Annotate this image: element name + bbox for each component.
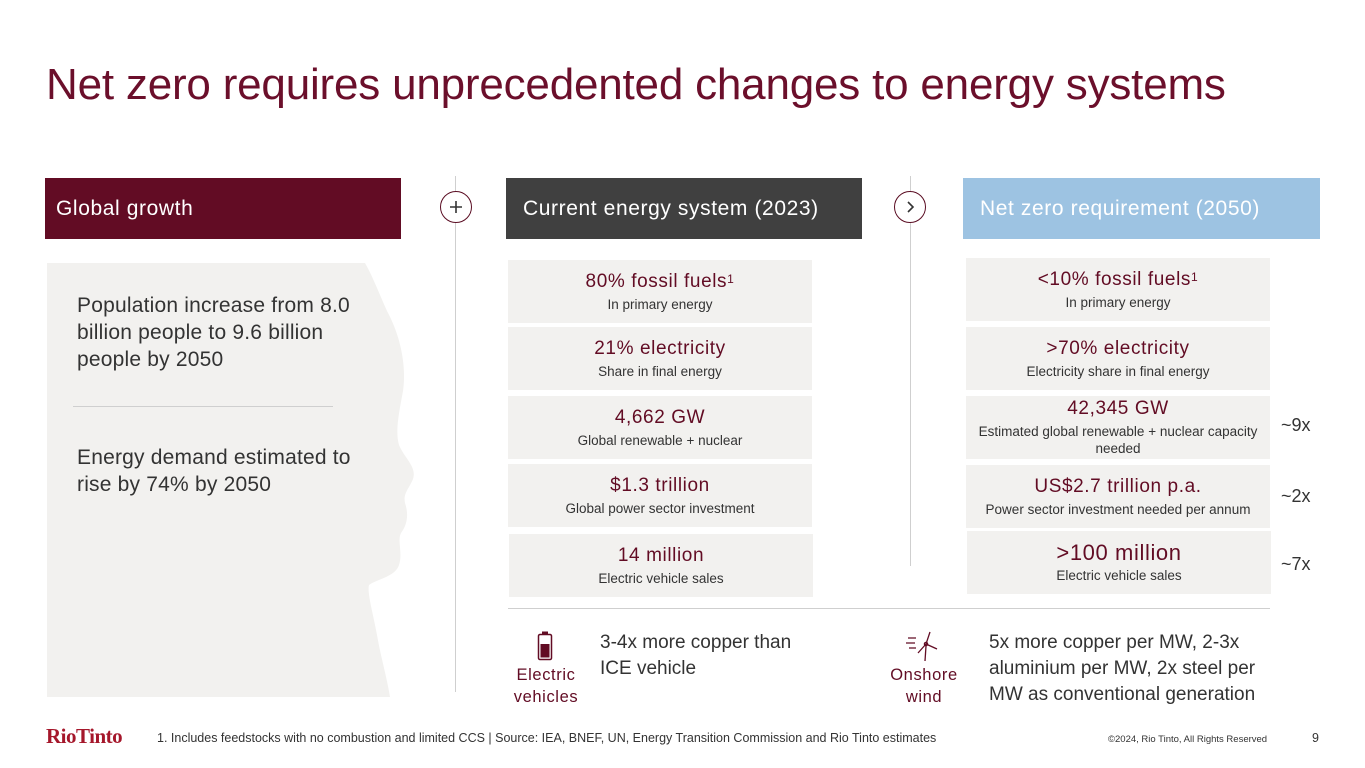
population-text: Population increase from 8.0 billion peo… bbox=[77, 294, 350, 371]
plus-icon bbox=[440, 191, 472, 223]
ev-label: Electric vehicles bbox=[513, 666, 579, 706]
netzero-capacity-value: 42,345 GW bbox=[1067, 398, 1169, 419]
netzero-ev-sales-box: >100 million Electric vehicle sales bbox=[967, 531, 1271, 594]
netzero-electricity-label: Electricity share in final energy bbox=[1026, 363, 1210, 379]
current-electricity-label: Share in final energy bbox=[598, 363, 722, 379]
silhouette-shape bbox=[47, 263, 414, 697]
header-net-zero-requirement: Net zero requirement (2050) bbox=[963, 178, 1320, 239]
netzero-investment-value: US$2.7 trillion p.a. bbox=[1034, 475, 1202, 497]
multiplier-capacity: ~9x bbox=[1281, 415, 1311, 435]
netzero-investment-label: Power sector investment needed per annum bbox=[985, 501, 1251, 517]
page-number: 9 bbox=[1312, 731, 1319, 745]
current-electricity-value: 21% electricity bbox=[594, 337, 726, 359]
netzero-investment-box: US$2.7 trillion p.a. Power sector invest… bbox=[966, 465, 1270, 528]
netzero-electricity-value: >70% electricity bbox=[1046, 337, 1190, 359]
bottom-separator-line bbox=[508, 608, 1270, 609]
battery-icon bbox=[537, 631, 553, 661]
current-capacity-box: 4,662 GW Global renewable + nuclear bbox=[508, 396, 812, 459]
copyright-text: ©2024, Rio Tinto, All Rights Reserved bbox=[1108, 734, 1268, 745]
multiplier-investment: ~2x bbox=[1281, 486, 1311, 506]
netzero-fossil-fuels-box: <10% fossil fuels1 In primary energy bbox=[966, 258, 1270, 321]
footnote-text: 1. Includes feedstocks with no combustio… bbox=[157, 731, 937, 745]
header-global-growth: Global growth bbox=[45, 178, 401, 239]
current-fossil-fuels-box: 80% fossil fuels1 In primary energy bbox=[508, 260, 812, 323]
current-ev-sales-label: Electric vehicle sales bbox=[598, 570, 724, 586]
netzero-electricity-box: >70% electricity Electricity share in fi… bbox=[966, 327, 1270, 390]
current-ev-sales-value: 14 million bbox=[617, 544, 705, 566]
divider-line-plus bbox=[455, 176, 456, 692]
separator-line bbox=[73, 406, 333, 407]
header-current-energy-system: Current energy system (2023) bbox=[506, 178, 862, 239]
netzero-capacity-label: Estimated global renewable + nuclear cap… bbox=[978, 424, 1258, 456]
netzero-ev-sales-value: >100 million bbox=[1056, 539, 1182, 565]
multiplier-ev-sales: ~7x bbox=[1281, 554, 1311, 574]
current-capacity-value: 4,662 GW bbox=[614, 406, 706, 428]
current-investment-box: $1.3 trillion Global power sector invest… bbox=[508, 464, 812, 527]
current-capacity-label: Global renewable + nuclear bbox=[577, 432, 743, 448]
netzero-capacity-box: 42,345 GW Estimated global renewable + n… bbox=[966, 396, 1270, 459]
chevron-right-icon bbox=[894, 191, 926, 223]
current-fossil-fuels-label: In primary energy bbox=[607, 296, 713, 312]
page-title: Net zero requires unprecedented changes … bbox=[46, 60, 1226, 109]
rio-tinto-logo: RioTinto bbox=[46, 724, 123, 748]
current-investment-label: Global power sector investment bbox=[565, 500, 755, 516]
wind-turbine-icon bbox=[906, 631, 938, 662]
netzero-fossil-fuels-label: In primary energy bbox=[1065, 294, 1171, 310]
current-fossil-fuels-value: 80% fossil fuels1 bbox=[585, 270, 735, 292]
netzero-fossil-fuels-value: <10% fossil fuels1 bbox=[1037, 268, 1199, 290]
divider-line-arrow bbox=[910, 176, 911, 566]
energy-demand-text: Energy demand estimated to rise by 74% b… bbox=[77, 446, 351, 496]
current-electricity-box: 21% electricity Share in final energy bbox=[508, 327, 812, 390]
current-investment-value: $1.3 trillion bbox=[610, 474, 710, 496]
netzero-ev-sales-label: Electric vehicle sales bbox=[1056, 567, 1182, 583]
wind-label: Onshore wind bbox=[890, 666, 958, 706]
current-ev-sales-box: 14 million Electric vehicle sales bbox=[509, 534, 813, 597]
ev-copper-text: 3-4x more copper than ICE vehicle bbox=[600, 632, 792, 679]
wind-materials-text: 5x more copper per MW, 2-3x aluminium pe… bbox=[989, 632, 1256, 705]
